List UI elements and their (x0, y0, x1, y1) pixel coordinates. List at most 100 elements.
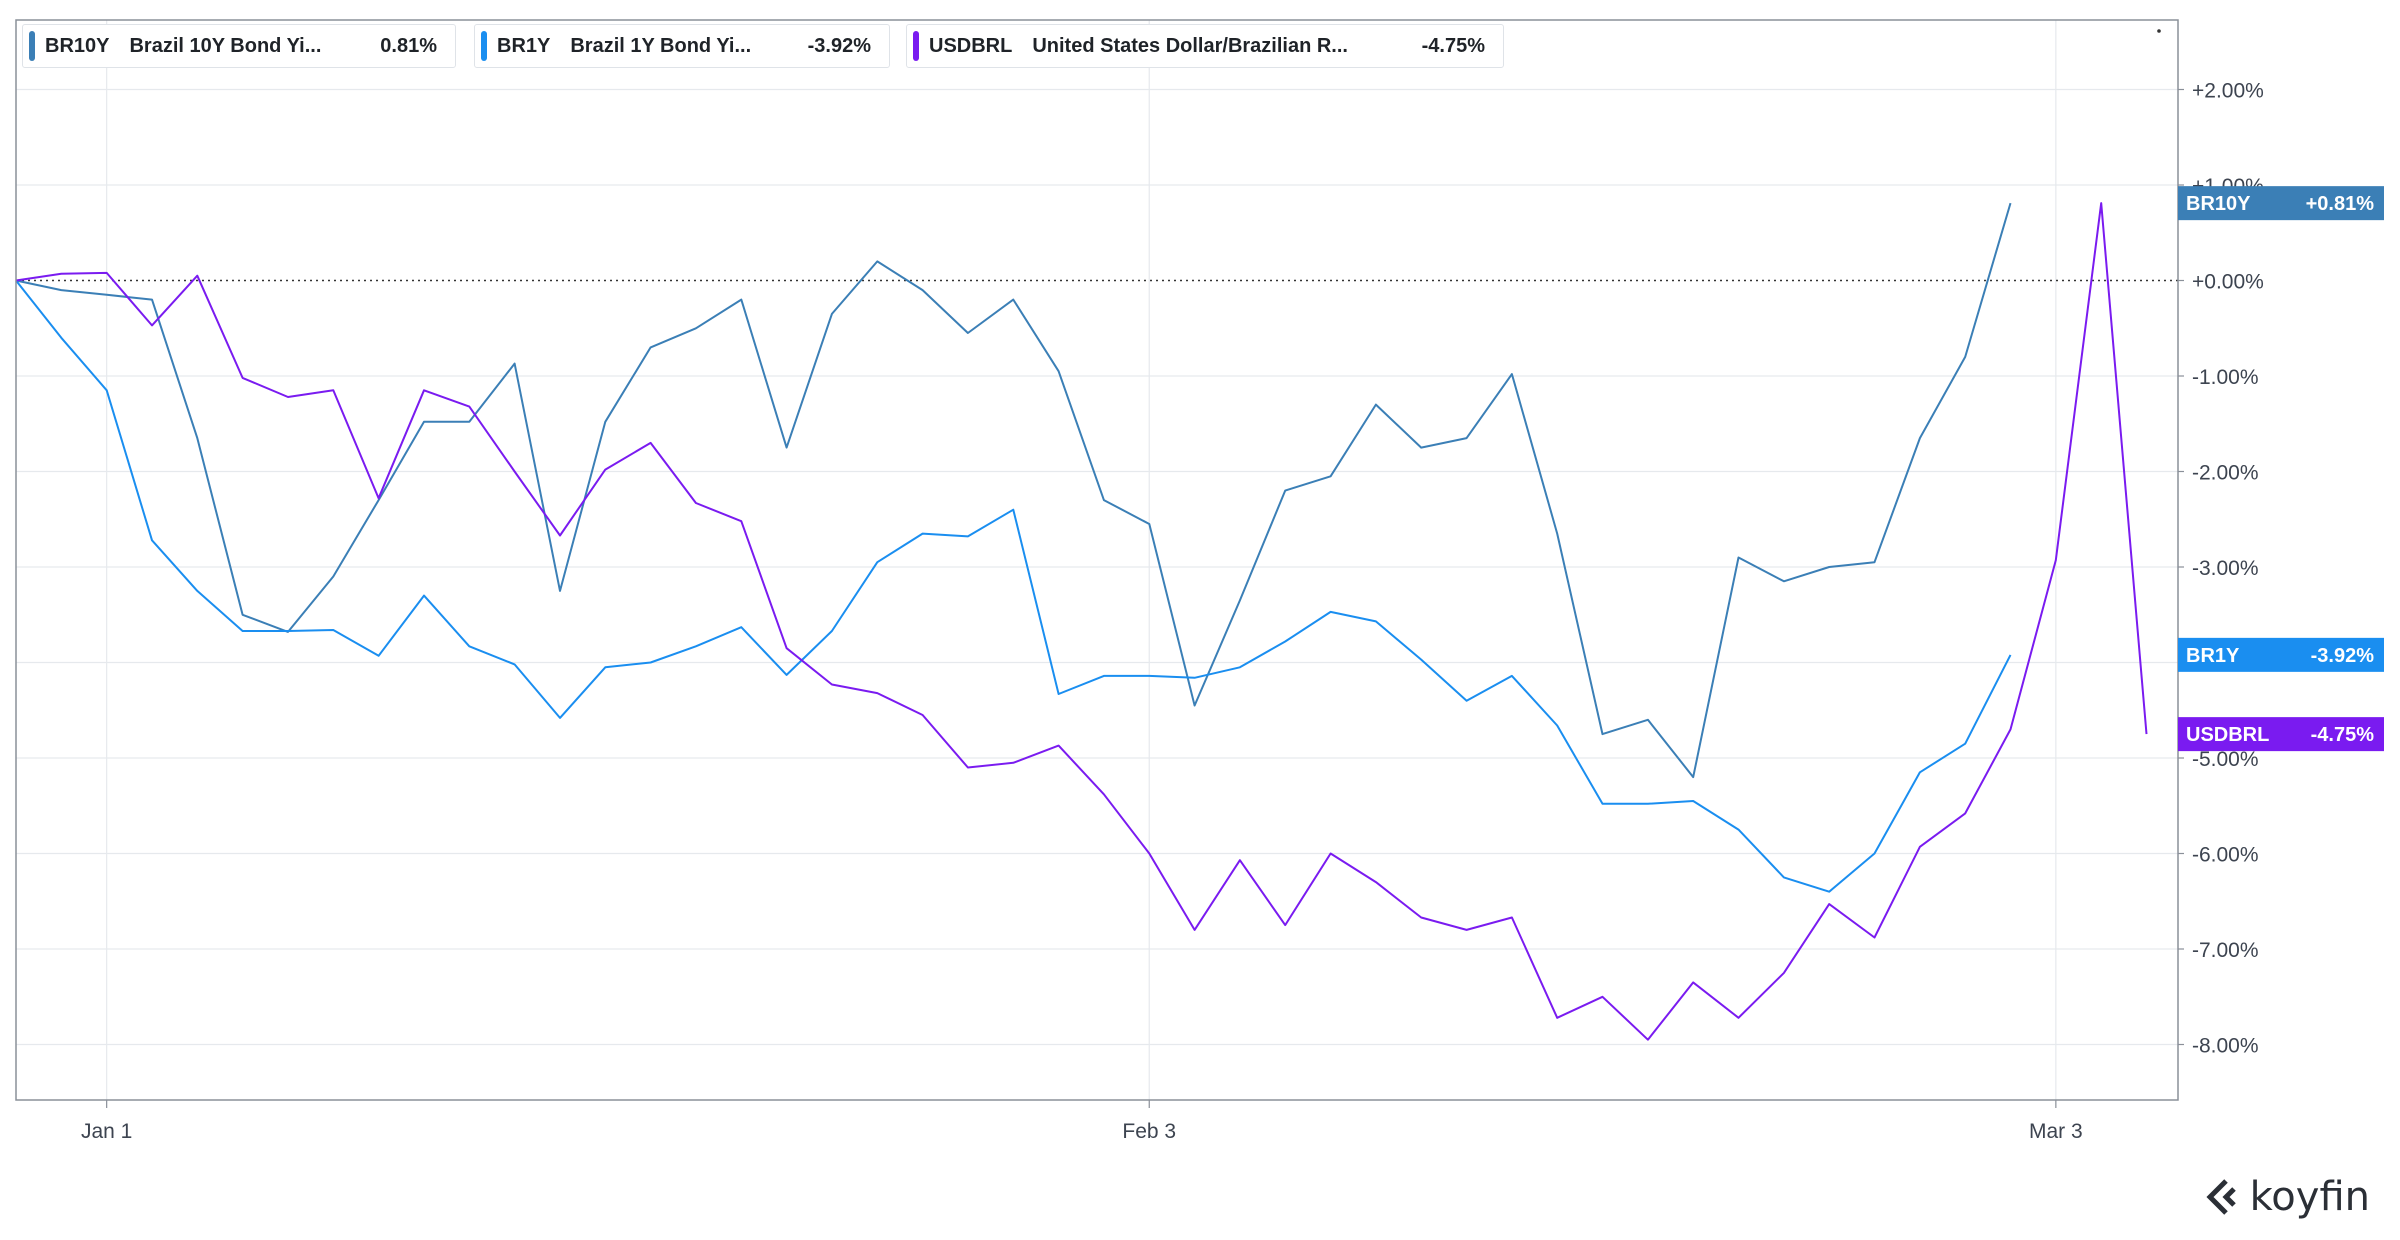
data-point-br1y[interactable] (1328, 609, 1334, 615)
data-point-br10y[interactable] (1101, 497, 1107, 503)
data-point-br10y[interactable] (1781, 578, 1787, 584)
data-point-usdbrl[interactable] (2053, 557, 2059, 563)
data-point-br1y[interactable] (149, 537, 155, 543)
data-point-br10y[interactable] (194, 435, 200, 441)
data-point-br1y[interactable] (194, 588, 200, 594)
data-point-usdbrl[interactable] (1690, 979, 1696, 985)
series-line-usdbrl[interactable] (15, 202, 2148, 1041)
data-point-br1y[interactable] (376, 653, 382, 659)
data-point-br1y[interactable] (421, 593, 427, 599)
data-point-br10y[interactable] (602, 419, 608, 425)
data-point-br1y[interactable] (1826, 889, 1832, 895)
data-point-br1y[interactable] (1736, 827, 1742, 833)
data-point-br1y[interactable] (693, 643, 699, 649)
data-point-usdbrl[interactable] (149, 322, 155, 328)
data-point-br10y[interactable] (512, 361, 518, 367)
data-point-br10y[interactable] (965, 330, 971, 336)
data-point-usdbrl[interactable] (1101, 791, 1107, 797)
data-point-usdbrl[interactable] (874, 690, 880, 696)
data-point-br1y[interactable] (104, 387, 110, 393)
series-line-br10y[interactable] (15, 202, 2012, 779)
data-point-br1y[interactable] (1146, 673, 1152, 679)
data-point-br10y[interactable] (920, 287, 926, 293)
legend-item-br10y[interactable]: BR10Y Brazil 10Y Bond Yi... 0.81% (22, 24, 456, 68)
data-point-br1y[interactable] (557, 715, 563, 721)
data-point-br1y[interactable] (1872, 851, 1878, 857)
data-point-usdbrl[interactable] (1418, 914, 1424, 920)
data-point-br10y[interactable] (1237, 597, 1243, 603)
data-point-br1y[interactable] (285, 628, 291, 634)
data-point-br1y[interactable] (466, 643, 472, 649)
series-lines[interactable] (13, 200, 2150, 1043)
data-point-br10y[interactable] (738, 297, 744, 303)
data-point-br10y[interactable] (1282, 488, 1288, 494)
data-point-usdbrl[interactable] (829, 681, 835, 687)
data-point-br10y[interactable] (58, 287, 64, 293)
data-point-usdbrl[interactable] (330, 387, 336, 393)
data-point-usdbrl[interactable] (1509, 914, 1515, 920)
data-point-usdbrl[interactable] (1645, 1037, 1651, 1043)
data-point-usdbrl[interactable] (920, 712, 926, 718)
data-point-br1y[interactable] (1418, 657, 1424, 663)
data-point-br1y[interactable] (512, 661, 518, 667)
data-point-br10y[interactable] (1192, 702, 1198, 708)
data-point-br10y[interactable] (1917, 435, 1923, 441)
data-point-usdbrl[interactable] (466, 404, 472, 410)
data-point-br1y[interactable] (1373, 618, 1379, 624)
data-point-br10y[interactable] (1600, 731, 1606, 737)
data-point-br1y[interactable] (1192, 675, 1198, 681)
data-point-usdbrl[interactable] (1736, 1015, 1742, 1021)
data-point-br10y[interactable] (1373, 402, 1379, 408)
data-point-br10y[interactable] (784, 445, 790, 451)
data-point-br1y[interactable] (330, 627, 336, 633)
chart-menu-dot[interactable] (2157, 29, 2161, 33)
data-point-br10y[interactable] (1736, 554, 1742, 560)
data-point-usdbrl[interactable] (1328, 851, 1334, 857)
data-point-br1y[interactable] (829, 628, 835, 634)
data-point-usdbrl[interactable] (1464, 927, 1470, 933)
data-point-br1y[interactable] (1645, 801, 1651, 807)
data-point-br10y[interactable] (1690, 774, 1696, 780)
data-point-br10y[interactable] (557, 588, 563, 594)
data-point-br1y[interactable] (1237, 664, 1243, 670)
data-point-br10y[interactable] (421, 419, 427, 425)
data-point-br10y[interactable] (1962, 354, 1968, 360)
data-point-usdbrl[interactable] (557, 532, 563, 538)
data-point-usdbrl[interactable] (2098, 200, 2104, 206)
data-point-usdbrl[interactable] (1146, 851, 1152, 857)
data-point-br1y[interactable] (58, 335, 64, 341)
data-point-br1y[interactable] (1464, 698, 1470, 704)
data-point-usdbrl[interactable] (104, 270, 110, 276)
data-point-br1y[interactable] (648, 660, 654, 666)
data-point-usdbrl[interactable] (240, 375, 246, 381)
data-point-usdbrl[interactable] (1192, 927, 1198, 933)
data-point-br1y[interactable] (2008, 652, 2014, 658)
data-point-br10y[interactable] (104, 292, 110, 298)
data-point-br1y[interactable] (965, 533, 971, 539)
data-point-br1y[interactable] (920, 531, 926, 537)
data-point-br10y[interactable] (1645, 717, 1651, 723)
data-point-br10y[interactable] (1872, 559, 1878, 565)
data-point-br10y[interactable] (240, 612, 246, 618)
data-point-br1y[interactable] (1101, 673, 1107, 679)
series-line-br1y[interactable] (15, 279, 2012, 893)
data-point-br10y[interactable] (874, 258, 880, 264)
data-point-usdbrl[interactable] (421, 387, 427, 393)
data-point-br1y[interactable] (1554, 723, 1560, 729)
data-point-br1y[interactable] (1056, 691, 1062, 697)
data-point-usdbrl[interactable] (738, 518, 744, 524)
data-point-br10y[interactable] (829, 311, 835, 317)
data-point-br1y[interactable] (1010, 507, 1016, 513)
data-point-br10y[interactable] (149, 297, 155, 303)
data-point-br10y[interactable] (1146, 521, 1152, 527)
data-point-usdbrl[interactable] (648, 440, 654, 446)
data-point-br1y[interactable] (240, 628, 246, 634)
data-point-usdbrl[interactable] (602, 467, 608, 473)
data-point-br10y[interactable] (2008, 200, 2014, 206)
data-point-br1y[interactable] (1509, 673, 1515, 679)
data-point-br1y[interactable] (1600, 801, 1606, 807)
data-point-br1y[interactable] (1917, 769, 1923, 775)
data-point-br10y[interactable] (1826, 564, 1832, 570)
data-point-br10y[interactable] (1328, 473, 1334, 479)
data-point-usdbrl[interactable] (1010, 760, 1016, 766)
